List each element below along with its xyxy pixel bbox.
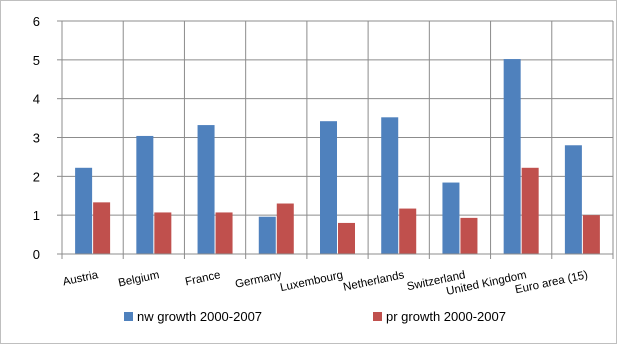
y-tick-label: 0 — [33, 247, 40, 262]
x-tick-label: Netherlands — [342, 269, 405, 294]
bar-pr-switzerland — [460, 217, 478, 254]
bar-nw-switzerland — [442, 182, 460, 254]
gridlines — [62, 20, 614, 254]
bars — [75, 59, 600, 254]
bar-pr-netherlands — [399, 208, 417, 254]
bar-nw-netherlands — [381, 117, 399, 254]
bar-nw-euro-area-15 — [564, 145, 582, 254]
legend-swatch — [124, 312, 133, 321]
x-tick-label: France — [184, 269, 222, 288]
y-tick-label: 2 — [33, 169, 40, 184]
bar-nw-united-kingdom — [503, 59, 521, 254]
y-tick-label: 5 — [33, 53, 40, 68]
legend: nw growth 2000-2007 pr growth 2000-2007 — [124, 309, 506, 324]
legend-label: nw growth 2000-2007 — [137, 309, 262, 324]
y-tick-label: 4 — [33, 92, 40, 107]
x-tick-label: Luxembourg — [279, 269, 344, 294]
legend-label: pr growth 2000-2007 — [386, 309, 506, 324]
legend-swatch — [373, 312, 382, 321]
axes — [57, 20, 614, 259]
bar-nw-belgium — [136, 135, 154, 254]
x-tick-label: Austria — [62, 269, 100, 288]
y-tick-labels: 0 1 2 3 4 5 6 — [33, 14, 40, 262]
x-tick-labels: Austria Belgium France GermanyLuxembourgNet… — [62, 269, 589, 298]
bar-nw-germany — [258, 216, 276, 254]
x-tick-label: Germany — [234, 269, 283, 291]
x-tick-label: Belgium — [117, 269, 160, 289]
y-tick-label: 1 — [33, 208, 40, 223]
bar-pr-euro-area-15 — [582, 215, 600, 254]
bar-pr-austria — [93, 202, 111, 254]
y-tick-label: 6 — [33, 14, 40, 29]
bar-pr-luxembourg — [338, 222, 355, 254]
bar-pr-germany — [276, 203, 294, 254]
bar-nw-austria — [75, 167, 93, 254]
y-tick-label: 3 — [33, 131, 40, 146]
bar-pr-united-kingdom — [521, 167, 539, 254]
bar-pr-belgium — [154, 212, 172, 254]
bar-nw-luxembourg — [320, 121, 337, 254]
bar-pr-france — [215, 212, 233, 254]
bar-nw-france — [197, 125, 215, 254]
